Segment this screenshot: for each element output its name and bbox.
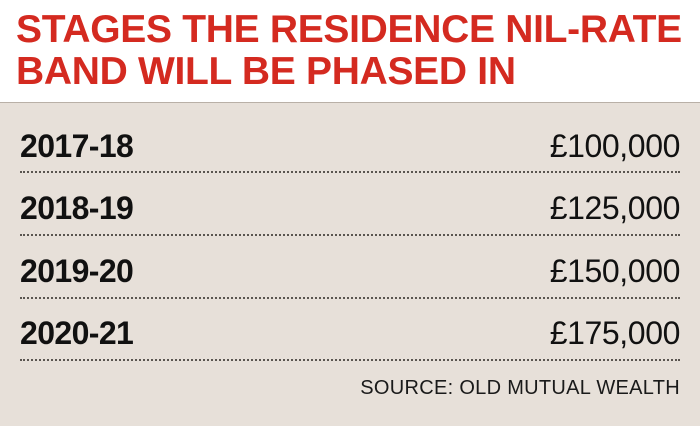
row-amount: £175,000: [549, 315, 681, 351]
chart-title-line-1: STAGES THE RESIDENCE NIL-RATE: [16, 8, 682, 51]
table-row: 2020-21 £175,000: [20, 311, 680, 355]
table-row: 2017-18 £100,000: [20, 124, 680, 168]
row-amount: £100,000: [549, 128, 681, 164]
row-year: 2020-21: [20, 315, 134, 351]
chart-title-line-2: BAND WILL BE PHASED IN: [16, 50, 516, 93]
row-divider: [20, 234, 680, 236]
row-amount: £125,000: [549, 190, 681, 226]
row-divider: [20, 297, 680, 299]
table-row: 2018-19 £125,000: [20, 186, 680, 230]
row-year: 2019-20: [20, 253, 134, 289]
header-divider: [0, 102, 700, 103]
row-divider: [20, 359, 680, 361]
source-note: SOURCE: OLD MUTUAL WEALTH: [360, 377, 680, 399]
row-year: 2018-19: [20, 190, 134, 226]
table-row: 2019-20 £150,000: [20, 249, 680, 293]
row-amount: £150,000: [549, 253, 681, 289]
chart-header: STAGES THE RESIDENCE NIL-RATE BAND WILL …: [0, 0, 700, 102]
row-year: 2017-18: [20, 128, 134, 164]
row-divider: [20, 171, 680, 173]
